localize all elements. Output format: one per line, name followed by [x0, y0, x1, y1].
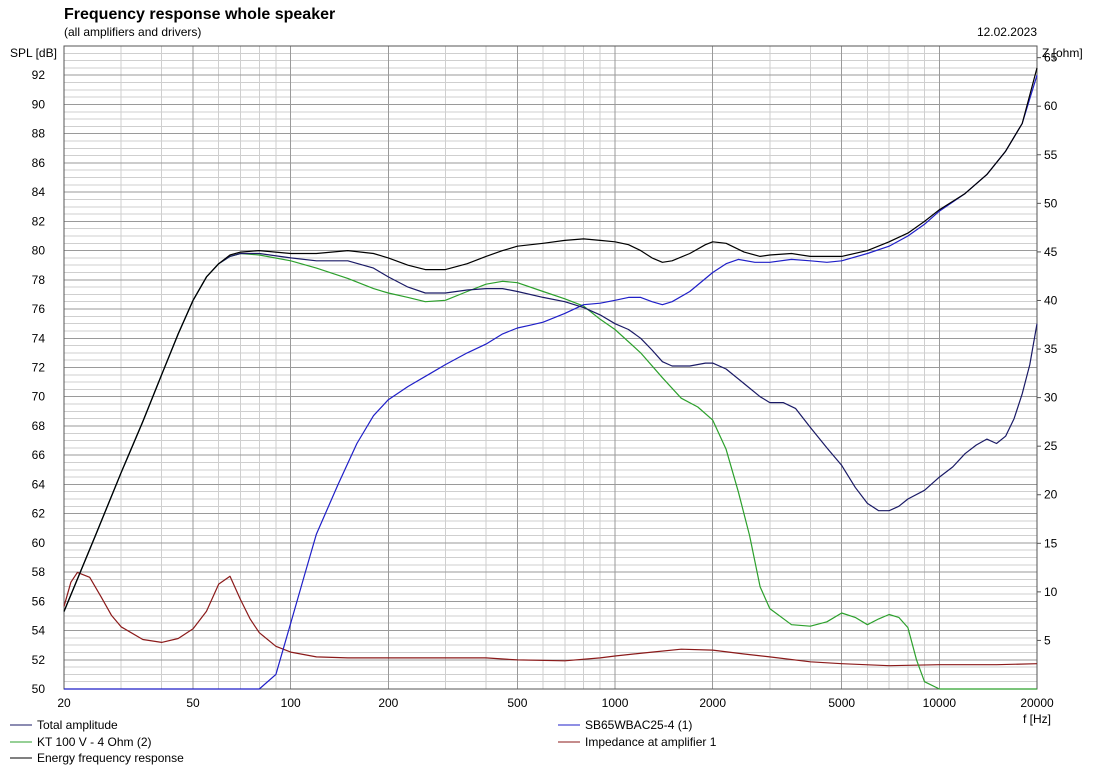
legend-item-sb65: SB65WBAC25-4 (1) [558, 718, 692, 732]
y-tick-label: 82 [32, 214, 46, 228]
y-tick-label: 80 [32, 244, 46, 258]
y-tick-label: 88 [32, 127, 46, 141]
y2-tick-label: 5 [1044, 633, 1051, 647]
y-tick-label: 74 [32, 331, 46, 345]
x-tick-label: 1000 [602, 696, 629, 710]
legend-label: KT 100 V - 4 Ohm (2) [37, 735, 152, 749]
y-tick-label: 52 [32, 653, 46, 667]
x-tick-label: 50 [186, 696, 200, 710]
y-tick-label: 64 [32, 477, 46, 491]
x-tick-label: 200 [378, 696, 398, 710]
legend-item-total-amplitude: Total amplitude [10, 718, 118, 732]
y-tick-label: 58 [32, 565, 46, 579]
y2-tick-label: 20 [1044, 488, 1058, 502]
legend-label: Impedance at amplifier 1 [585, 735, 717, 749]
y2-tick-label: 15 [1044, 536, 1058, 550]
legend-item-impedance: Impedance at amplifier 1 [558, 735, 717, 749]
y2-tick-label: 25 [1044, 439, 1058, 453]
y2-tick-labels: 5 10 15 20 25 30 35 40 45 50 55 60 65 [1037, 51, 1058, 647]
y-tick-label: 50 [32, 682, 46, 696]
y2-tick-label: 35 [1044, 342, 1058, 356]
y-tick-label: 92 [32, 68, 46, 82]
chart-title: Frequency response whole speaker [64, 6, 335, 23]
y2-tick-label: 45 [1044, 245, 1058, 259]
x-tick-label: 100 [281, 696, 301, 710]
legend-label: Energy frequency response [37, 751, 184, 765]
y-tick-label: 70 [32, 390, 46, 404]
series-line-energy-frequency-response [63, 67, 1038, 612]
y-tick-label: 84 [32, 185, 46, 199]
x-axis-label: f [Hz] [1023, 712, 1051, 726]
y-tick-label: 90 [32, 97, 46, 111]
x-tick-labels: 20 50 100 200 500 1000 2000 5000 10000 20000 [57, 696, 1054, 710]
y-tick-label: 66 [32, 448, 46, 462]
x-tick-label: 5000 [828, 696, 855, 710]
y-axis-label: SPL [dB] [10, 46, 57, 60]
y2-tick-label: 65 [1044, 51, 1058, 65]
plot-frame [63, 45, 1038, 690]
x-tick-label: 500 [507, 696, 527, 710]
y2-tick-label: 55 [1044, 148, 1058, 162]
series-line-sb65wbac25-4-1 [64, 75, 1038, 690]
y-tick-label: 68 [32, 419, 46, 433]
grid [64, 46, 1037, 689]
legend-item-energy: Energy frequency response [10, 751, 184, 765]
series-line-total-amplitude [63, 252, 1038, 612]
x-tick-label: 20 [57, 696, 71, 710]
y-tick-labels: 50 52 54 56 58 60 62 64 66 68 70 72 74 76 78 80 82 84 86 88… [32, 68, 46, 696]
y-tick-label: 54 [32, 624, 46, 638]
legend: Total amplitude KT 100 V - 4 Ohm (2) Ene… [10, 718, 717, 765]
series-line-impedance-at-amplifier-1 [63, 571, 1038, 667]
x-tick-label: 10000 [923, 696, 957, 710]
chart-date: 12.02.2023 [977, 25, 1037, 39]
x-tick-label: 2000 [699, 696, 726, 710]
chart-subtitle: (all amplifiers and drivers) [64, 25, 201, 39]
x-tick-label: 20000 [1020, 696, 1054, 710]
legend-label: SB65WBAC25-4 (1) [585, 718, 692, 732]
legend-label: Total amplitude [37, 718, 118, 732]
y2-tick-label: 30 [1044, 391, 1058, 405]
y2-tick-label: 50 [1044, 196, 1058, 210]
y2-tick-label: 10 [1044, 585, 1058, 599]
y-tick-label: 78 [32, 273, 46, 287]
y-tick-label: 76 [32, 302, 46, 316]
y-tick-label: 62 [32, 507, 46, 521]
y2-axis-label: Z [ohm] [1042, 46, 1083, 60]
legend-item-kt100: KT 100 V - 4 Ohm (2) [10, 735, 152, 749]
series-group [63, 67, 1038, 690]
y2-tick-label: 60 [1044, 99, 1058, 113]
y-tick-label: 72 [32, 361, 46, 375]
y-tick-label: 60 [32, 536, 46, 550]
y2-tick-label: 40 [1044, 293, 1058, 307]
y-tick-label: 56 [32, 594, 46, 608]
y-tick-label: 86 [32, 156, 46, 170]
